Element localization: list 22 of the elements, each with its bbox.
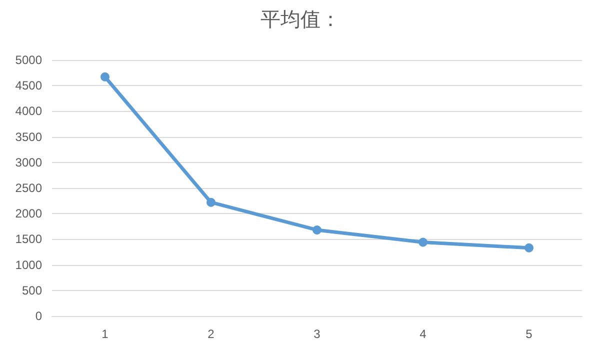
- y-tick-label: 1000: [15, 258, 42, 272]
- y-tick-label: 4500: [15, 78, 42, 93]
- y-tick-label: 3500: [15, 130, 42, 144]
- point: [312, 225, 322, 234]
- x-tick-label: 5: [526, 327, 533, 341]
- y-tick-label: 500: [22, 283, 42, 298]
- y-tick-label: 1500: [15, 232, 42, 246]
- y-tick-label: 0: [35, 309, 42, 323]
- x-tick-label: 1: [102, 327, 109, 341]
- x-tick-label: 2: [208, 327, 215, 341]
- x-tick-label: 3: [314, 327, 321, 341]
- point: [418, 238, 428, 247]
- point: [100, 72, 110, 82]
- x-tick-label: 4: [420, 327, 427, 341]
- chart-title: 平均值：: [260, 7, 340, 31]
- y-tick-label: 2500: [15, 181, 42, 195]
- y-tick-label: 2000: [15, 206, 42, 221]
- y-tick-label: 4000: [15, 104, 42, 118]
- point: [524, 243, 534, 252]
- point: [206, 198, 216, 207]
- y-tick-label: 3000: [15, 155, 42, 170]
- y-tick-label: 5000: [15, 53, 42, 67]
